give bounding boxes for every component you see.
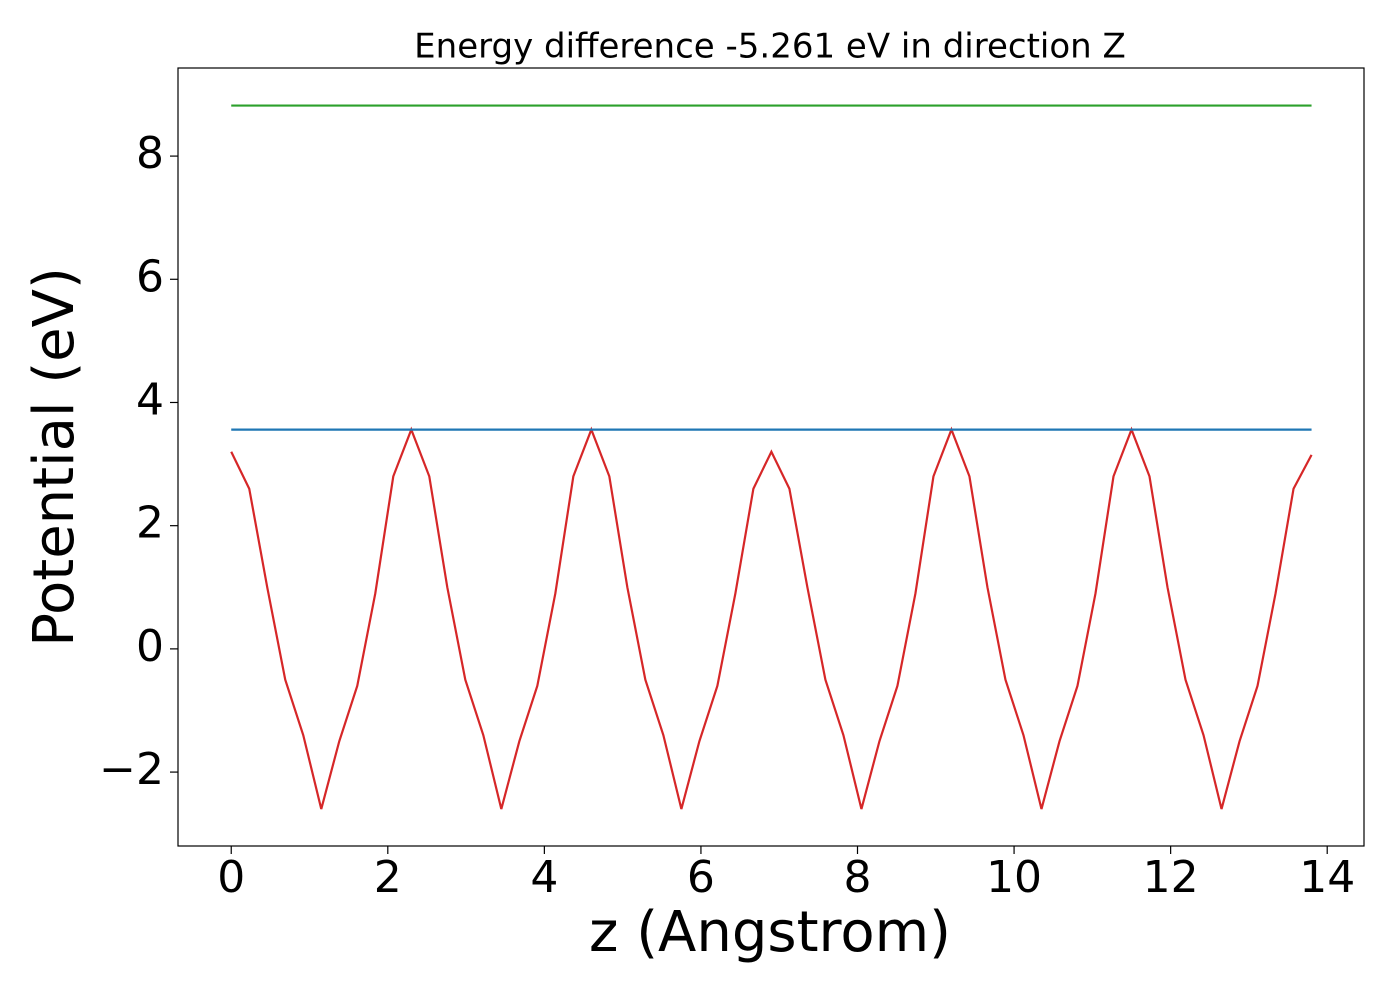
x-axis-label: z (Angstrom): [589, 900, 951, 965]
y-tick-label: 6: [136, 251, 164, 302]
y-tick-label: 0: [136, 621, 164, 672]
y-axis-label: Potential (eV): [22, 267, 87, 647]
x-tick-label: 2: [374, 852, 402, 903]
plot-frame: [177, 67, 1365, 847]
chart-title: Energy difference -5.261 eV in direction…: [414, 27, 1126, 67]
line-series: [230, 426, 1313, 810]
y-tick-label: 4: [136, 374, 164, 425]
x-tick-label: 6: [687, 852, 715, 903]
x-tick-label: 8: [844, 852, 872, 903]
y-tick-label: 8: [136, 128, 164, 179]
y-tick-label: 2: [136, 498, 164, 549]
x-tick-label: 0: [217, 852, 245, 903]
y-tick-label: −2: [99, 744, 164, 795]
x-tick-label: 14: [1299, 852, 1355, 903]
x-tick-label: 4: [530, 852, 558, 903]
x-tick-label: 12: [1143, 852, 1199, 903]
x-tick-label: 10: [986, 852, 1042, 903]
